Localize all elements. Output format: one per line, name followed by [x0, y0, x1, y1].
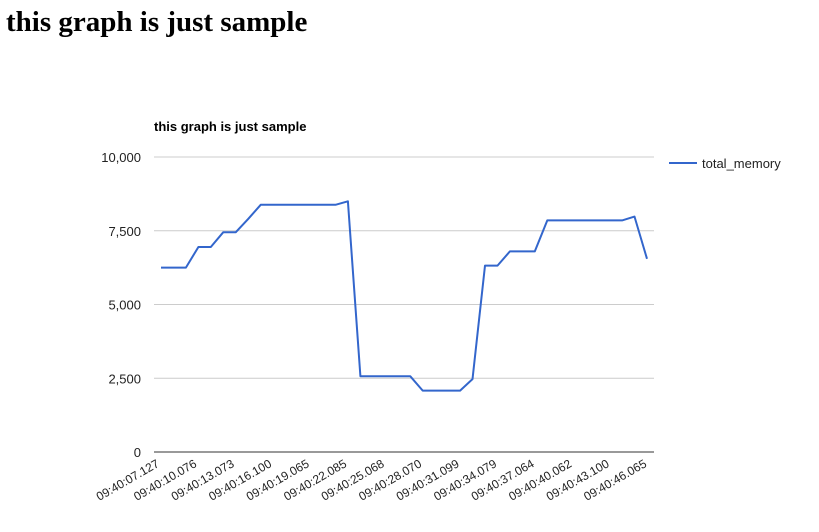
series-layer: [161, 200, 648, 392]
y-tick-label: 10,000: [101, 150, 141, 165]
y-tick-label: 0: [134, 445, 141, 460]
legend: total_memory: [669, 156, 781, 171]
grid-lines: [154, 156, 654, 453]
chart-title: this graph is just sample: [154, 119, 306, 134]
legend-label-total-memory: total_memory: [702, 156, 781, 171]
y-axis-ticks: 0 2,500 5,000 7,500 10,000: [101, 150, 141, 460]
y-tick-label: 2,500: [108, 371, 141, 386]
x-axis-ticks: 09:40:07.12709:40:10.07609:40:13.07309:4…: [94, 456, 649, 503]
y-tick-label: 7,500: [108, 224, 141, 239]
page-heading: this graph is just sample: [6, 6, 308, 38]
y-tick-label: 5,000: [108, 298, 141, 313]
series-line-total-memory: [161, 200, 648, 392]
